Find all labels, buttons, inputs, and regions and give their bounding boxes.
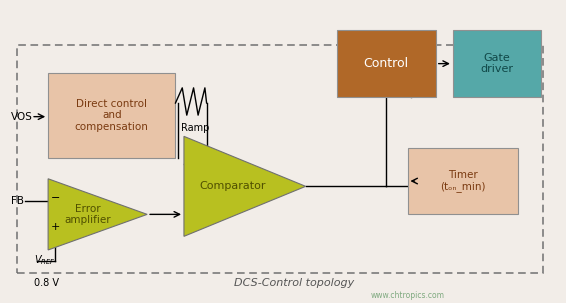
- Text: FB: FB: [11, 196, 24, 207]
- Text: VOS: VOS: [11, 112, 33, 122]
- Text: Control: Control: [364, 57, 409, 70]
- Polygon shape: [48, 179, 147, 250]
- Text: Direct control
and
compensation: Direct control and compensation: [75, 98, 149, 132]
- Text: $V_{REF}$: $V_{REF}$: [34, 254, 55, 268]
- FancyBboxPatch shape: [337, 30, 436, 97]
- Text: Error
amplifier: Error amplifier: [65, 204, 111, 225]
- Text: 0.8 V: 0.8 V: [34, 278, 59, 288]
- Text: Comparator: Comparator: [199, 181, 266, 191]
- FancyBboxPatch shape: [48, 73, 175, 158]
- Text: +: +: [51, 222, 61, 232]
- Text: www.chtropics.com: www.chtropics.com: [371, 291, 444, 300]
- FancyBboxPatch shape: [453, 30, 541, 97]
- Polygon shape: [184, 136, 306, 236]
- Text: Ramp: Ramp: [181, 123, 209, 133]
- Text: DCS-Control topology: DCS-Control topology: [234, 278, 354, 288]
- Text: Timer
(tₒₙ_min): Timer (tₒₙ_min): [440, 170, 486, 192]
- Bar: [17, 45, 543, 273]
- Text: −: −: [51, 193, 61, 204]
- Text: Gate
driver: Gate driver: [480, 53, 513, 75]
- FancyBboxPatch shape: [408, 148, 518, 214]
